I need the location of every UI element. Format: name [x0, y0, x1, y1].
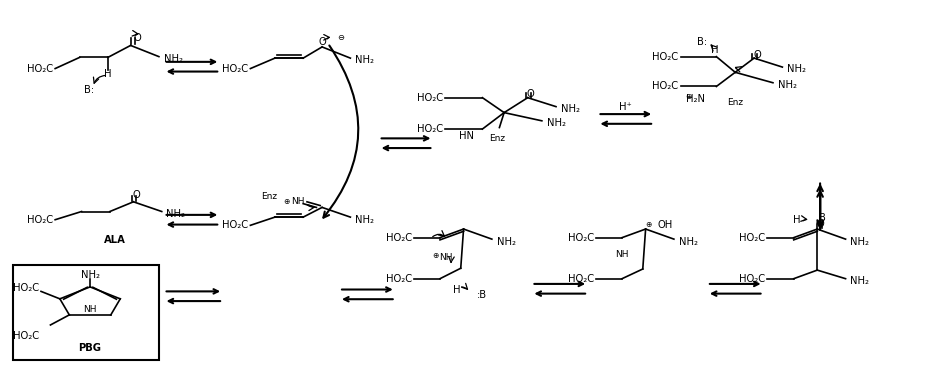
Text: O: O — [753, 50, 761, 60]
Text: ⊕: ⊕ — [685, 92, 692, 101]
Text: NH₂: NH₂ — [561, 104, 580, 114]
Text: O: O — [527, 89, 534, 99]
Text: HO₂C: HO₂C — [416, 124, 443, 134]
Text: ⊕: ⊕ — [645, 220, 652, 229]
Text: HO₂C: HO₂C — [13, 331, 39, 341]
Text: HO₂C: HO₂C — [386, 233, 412, 243]
Text: HO₂C: HO₂C — [739, 233, 765, 243]
Text: HO₂C: HO₂C — [739, 274, 765, 284]
FancyBboxPatch shape — [12, 264, 159, 360]
Text: NH₂: NH₂ — [80, 270, 99, 280]
Text: ALA: ALA — [104, 235, 126, 245]
Text: B:: B: — [697, 37, 708, 47]
Text: :B: :B — [478, 290, 487, 300]
Text: ⊖: ⊖ — [337, 33, 344, 42]
Text: NH: NH — [615, 250, 629, 259]
Text: ⊕: ⊕ — [432, 251, 438, 260]
Text: H: H — [710, 45, 718, 55]
Text: NH: NH — [290, 197, 305, 206]
Text: H⁺: H⁺ — [620, 102, 632, 112]
Text: OH: OH — [657, 220, 674, 230]
Text: NH₂: NH₂ — [164, 54, 183, 64]
Text: Enz: Enz — [261, 192, 277, 201]
Text: NH₂: NH₂ — [355, 215, 374, 225]
Text: H: H — [104, 69, 112, 79]
Text: NH₂: NH₂ — [547, 118, 566, 128]
Text: PBG: PBG — [79, 344, 101, 353]
Text: HO₂C: HO₂C — [222, 220, 249, 230]
Text: HO₂C: HO₂C — [222, 64, 249, 74]
Text: O: O — [318, 37, 326, 47]
Text: NH: NH — [439, 253, 452, 262]
Text: NH₂: NH₂ — [787, 64, 806, 74]
Text: HN: HN — [459, 132, 474, 141]
Text: B: B — [818, 213, 826, 223]
Text: NH₂: NH₂ — [678, 237, 697, 247]
Text: NH₂: NH₂ — [497, 237, 516, 247]
Text: O: O — [816, 219, 824, 229]
Text: HO₂C: HO₂C — [416, 92, 443, 103]
Text: HO₂C: HO₂C — [13, 283, 39, 293]
Text: HO₂C: HO₂C — [653, 82, 678, 91]
Text: HO₂C: HO₂C — [568, 274, 594, 284]
Text: O: O — [132, 190, 140, 200]
Text: NH₂: NH₂ — [850, 237, 869, 247]
Text: H₂N: H₂N — [686, 94, 705, 104]
Text: HO₂C: HO₂C — [27, 215, 53, 225]
Text: HO₂C: HO₂C — [568, 233, 594, 243]
Text: NH₂: NH₂ — [166, 209, 185, 219]
Text: HO₂C: HO₂C — [653, 52, 678, 62]
Text: NH₂: NH₂ — [778, 80, 797, 90]
Text: Enz: Enz — [727, 98, 744, 107]
Text: H: H — [793, 215, 800, 225]
Text: H: H — [453, 285, 461, 295]
Text: NH₂: NH₂ — [850, 276, 869, 286]
Text: HO₂C: HO₂C — [27, 64, 53, 74]
Text: ⊕: ⊕ — [283, 197, 289, 206]
Text: O: O — [133, 33, 141, 42]
Text: B:: B: — [84, 85, 95, 95]
Text: Enz: Enz — [489, 134, 505, 143]
Text: NH₂: NH₂ — [355, 55, 374, 65]
Text: HO₂C: HO₂C — [386, 274, 412, 284]
Text: NH: NH — [83, 305, 96, 314]
